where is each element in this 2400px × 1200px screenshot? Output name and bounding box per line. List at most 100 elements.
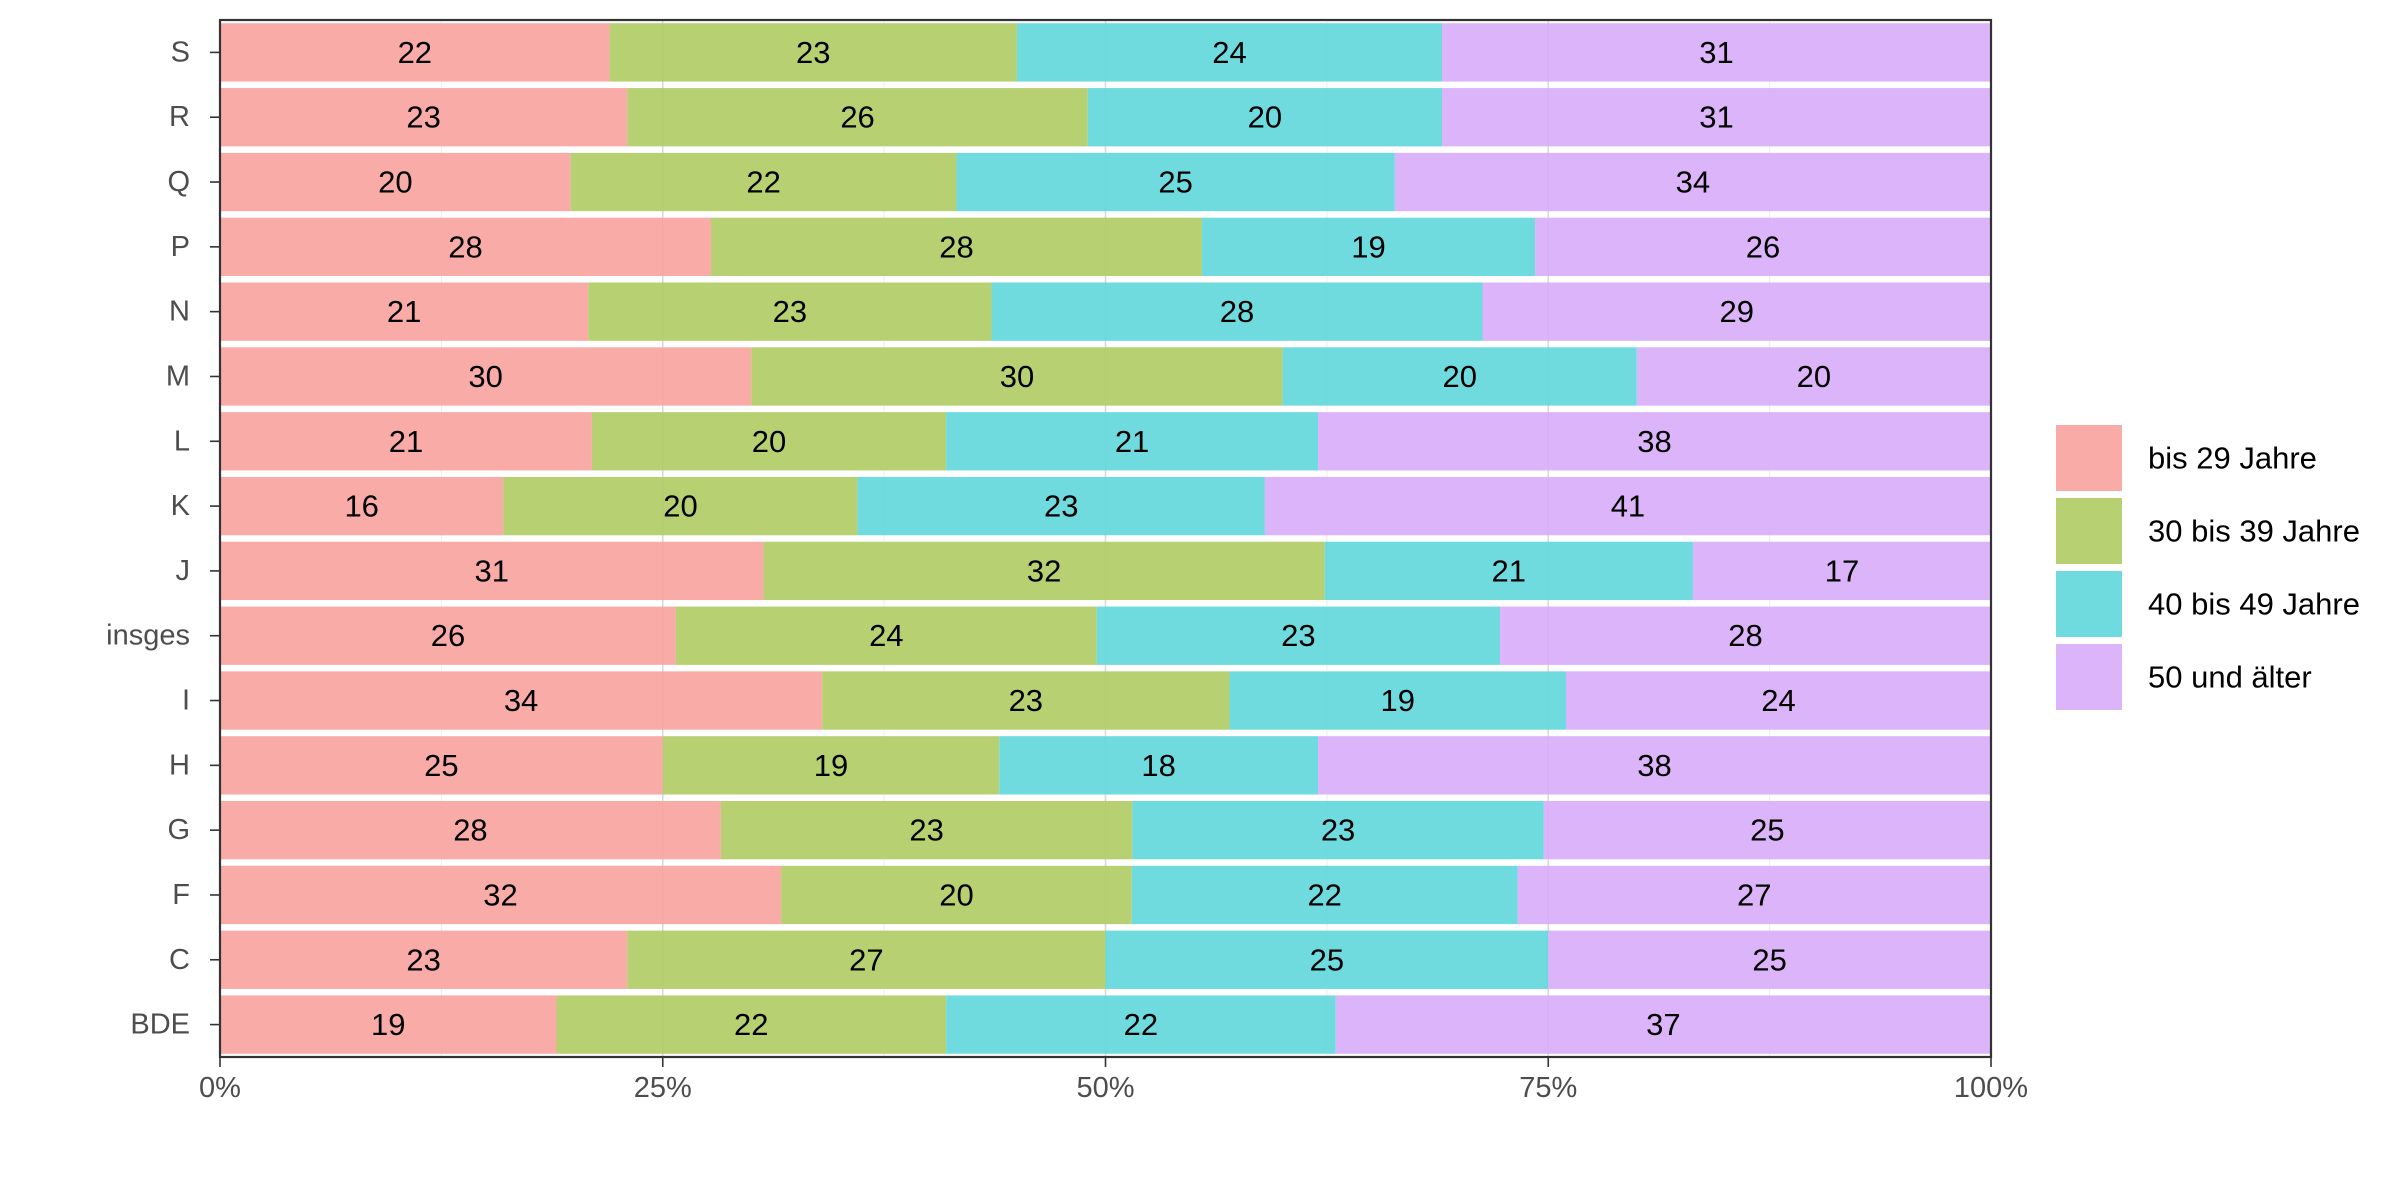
bar-value-label: 25 bbox=[1310, 942, 1344, 977]
bar-segment bbox=[1500, 606, 1991, 665]
bar-value-label: 34 bbox=[504, 683, 538, 718]
bar-segment bbox=[220, 412, 592, 471]
bar-segment bbox=[1535, 217, 1991, 277]
category-tick-label: S bbox=[171, 36, 190, 68]
bar-segment bbox=[822, 671, 1230, 730]
bar-segment bbox=[220, 347, 752, 406]
bar-value-label: 22 bbox=[398, 35, 432, 70]
legend-key bbox=[2056, 644, 2122, 710]
bar-value-label: 31 bbox=[1699, 35, 1733, 70]
bar-value-label: 37 bbox=[1646, 1007, 1680, 1042]
category-tick-label: C bbox=[169, 944, 190, 976]
category-tick-label: BDE bbox=[130, 1009, 190, 1041]
category-tick-label: N bbox=[169, 296, 190, 328]
legend-label: 30 bis 39 Jahre bbox=[2148, 514, 2360, 549]
bar-segment bbox=[220, 541, 764, 601]
bar-value-label: 22 bbox=[1307, 877, 1341, 912]
bar-segment bbox=[1517, 865, 1991, 925]
bar-segment bbox=[1636, 347, 1991, 406]
bar-segment bbox=[220, 152, 571, 212]
bar-value-label: 22 bbox=[746, 165, 780, 200]
legend-label: bis 29 Jahre bbox=[2148, 441, 2317, 476]
bar-segment bbox=[1132, 800, 1544, 860]
bar-value-label: 28 bbox=[448, 229, 482, 264]
category-tick-label: K bbox=[171, 490, 191, 522]
bar-value-label: 19 bbox=[1351, 229, 1385, 264]
bar-value-label: 23 bbox=[796, 35, 830, 70]
bar-value-label: 41 bbox=[1611, 489, 1645, 524]
bar-value-label: 20 bbox=[1442, 359, 1476, 394]
bar-value-label: 20 bbox=[1797, 359, 1831, 394]
bar-value-label: 24 bbox=[1212, 35, 1246, 70]
bar-segment bbox=[1324, 541, 1693, 601]
bar-value-label: 38 bbox=[1637, 424, 1671, 459]
bar-value-label: 32 bbox=[1027, 553, 1061, 588]
bar-value-label: 21 bbox=[1115, 424, 1149, 459]
bar-segment bbox=[609, 23, 1017, 82]
legend-key bbox=[2056, 425, 2122, 491]
bar-segment bbox=[220, 995, 557, 1054]
data-labels-layer: 22 23 24 31 23 26 20 31 20 22 25 34 28 28 19 26 21 23 28 29… bbox=[344, 35, 1859, 1042]
bar-segment bbox=[1282, 347, 1637, 406]
category-tick-label: Q bbox=[167, 166, 190, 198]
bar-segment bbox=[1131, 865, 1518, 925]
bar-segment bbox=[503, 476, 858, 536]
bar-segment bbox=[220, 282, 589, 341]
bar-segment bbox=[763, 541, 1325, 601]
bar-value-label: 28 bbox=[453, 813, 487, 848]
bar-value-label: 25 bbox=[1158, 165, 1192, 200]
bar-value-label: 32 bbox=[483, 877, 517, 912]
bar-value-label: 22 bbox=[734, 1007, 768, 1042]
bar-segment bbox=[220, 800, 721, 860]
bar-value-label: 29 bbox=[1720, 294, 1754, 329]
bar-segment bbox=[1016, 23, 1442, 82]
bar-value-label: 21 bbox=[389, 424, 423, 459]
bar-segment bbox=[1264, 476, 1991, 536]
bar-value-label: 28 bbox=[939, 229, 973, 264]
bar-value-label: 20 bbox=[752, 424, 786, 459]
bar-segment bbox=[1394, 152, 1991, 212]
bar-segment bbox=[627, 930, 1106, 989]
bar-segment bbox=[1565, 671, 1991, 730]
bar-segment bbox=[220, 476, 504, 536]
bar-segment bbox=[1318, 412, 1991, 471]
x-tick-label: 50% bbox=[1076, 1072, 1134, 1104]
category-tick-label: H bbox=[169, 749, 190, 781]
bar-segment bbox=[570, 152, 957, 212]
bar-segment bbox=[751, 347, 1283, 406]
legend-label: 50 und älter bbox=[2148, 660, 2312, 695]
bar-segment bbox=[675, 606, 1097, 665]
bar-value-label: 24 bbox=[1761, 683, 1795, 718]
bar-value-label: 23 bbox=[1321, 813, 1355, 848]
bar-value-label: 26 bbox=[431, 618, 465, 653]
bar-segment bbox=[220, 217, 711, 277]
bar-value-label: 20 bbox=[1248, 100, 1282, 135]
bar-segment bbox=[627, 88, 1088, 147]
bars-layer bbox=[220, 23, 1991, 1054]
bar-value-label: 19 bbox=[371, 1007, 405, 1042]
bar-segment bbox=[591, 412, 947, 471]
bar-segment bbox=[1548, 930, 1991, 989]
bar-segment bbox=[220, 606, 676, 665]
bar-segment bbox=[1441, 88, 1991, 147]
bar-value-label: 28 bbox=[1220, 294, 1254, 329]
legend: bis 29 Jahre 30 bis 39 Jahre 40 bis 49 Jah… bbox=[2056, 425, 2360, 710]
bar-segment bbox=[946, 412, 1319, 471]
bar-segment bbox=[220, 671, 823, 730]
bar-segment bbox=[1335, 995, 1991, 1054]
x-tick-label: 25% bbox=[634, 1072, 692, 1104]
bar-value-label: 23 bbox=[773, 294, 807, 329]
category-tick-label: G bbox=[167, 814, 190, 846]
bar-segment bbox=[991, 282, 1483, 341]
bar-value-label: 31 bbox=[475, 553, 509, 588]
bar-segment bbox=[220, 736, 663, 795]
bar-segment bbox=[1543, 800, 1991, 860]
bar-segment bbox=[220, 88, 628, 147]
bar-value-label: 26 bbox=[840, 100, 874, 135]
bar-value-label: 16 bbox=[344, 489, 378, 524]
bar-segment bbox=[720, 800, 1133, 860]
bar-value-label: 27 bbox=[849, 942, 883, 977]
bar-segment bbox=[556, 995, 947, 1054]
